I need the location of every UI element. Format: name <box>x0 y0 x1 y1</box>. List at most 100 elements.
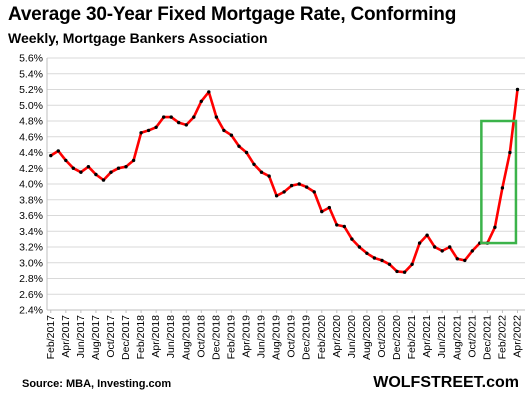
data-point <box>124 165 128 169</box>
x-tick-label: Feb/2019 <box>225 315 237 360</box>
data-point <box>184 123 188 127</box>
data-point <box>440 249 444 253</box>
y-tick-label: 4.4% <box>19 147 43 159</box>
chart-subtitle: Weekly, Mortgage Bankers Association <box>8 30 268 46</box>
data-point <box>402 270 407 274</box>
x-tick-label: Jun/2019 <box>256 315 268 358</box>
data-point <box>131 158 136 163</box>
data-point <box>244 150 249 155</box>
data-point <box>252 162 256 166</box>
data-point <box>274 194 279 198</box>
x-tick-label: Apr/2019 <box>240 315 252 358</box>
x-tick-label: Jun/2021 <box>436 315 448 358</box>
data-point <box>425 233 429 237</box>
data-point <box>312 190 316 194</box>
y-tick-label: 5.2% <box>19 84 43 96</box>
y-tick-label: 3.2% <box>19 242 43 254</box>
y-tick-label: 2.6% <box>19 289 43 301</box>
x-tick-label: Dec/2017 <box>120 315 132 360</box>
data-point <box>154 125 158 129</box>
data-point <box>433 245 437 249</box>
x-tick-label: Apr/2021 <box>421 315 433 358</box>
data-point <box>222 128 226 133</box>
y-tick-label: 5.6% <box>19 53 43 65</box>
data-point <box>350 237 354 241</box>
data-point <box>177 120 181 125</box>
data-point <box>139 131 143 135</box>
data-point <box>320 209 324 214</box>
chart-title: Average 30-Year Fixed Mortgage Rate, Con… <box>8 4 457 25</box>
data-point <box>64 158 68 163</box>
data-point <box>199 99 203 104</box>
x-tick-label: Oct/2020 <box>376 315 388 358</box>
x-tick-label: Oct/2021 <box>466 315 478 358</box>
data-point <box>448 245 452 249</box>
data-point <box>267 174 271 178</box>
x-tick-label: Oct/2018 <box>195 315 207 358</box>
y-tick-label: 5.0% <box>19 100 43 112</box>
x-tick-label: Feb/2018 <box>135 315 147 360</box>
x-tick-label: Apr/2020 <box>331 315 343 358</box>
data-point <box>146 128 151 133</box>
data-point <box>380 258 384 263</box>
data-point <box>297 182 301 186</box>
data-point <box>229 133 234 137</box>
x-tick-label: Jun/2018 <box>165 315 177 358</box>
data-point <box>169 115 173 119</box>
data-point <box>79 170 83 174</box>
data-point <box>289 183 294 188</box>
data-point <box>395 269 399 274</box>
data-point <box>387 262 392 266</box>
data-point <box>86 165 91 169</box>
data-point <box>500 186 505 190</box>
data-point <box>357 245 362 249</box>
y-tick-label: 4.0% <box>19 179 43 191</box>
x-tick-label: Jun/2020 <box>346 315 358 358</box>
data-point <box>455 257 459 261</box>
y-tick-label: 3.4% <box>19 226 43 238</box>
x-tick-label: Feb/2017 <box>45 315 57 360</box>
x-tick-label: Aug/2017 <box>90 315 102 360</box>
x-tick-label: Dec/2019 <box>301 315 313 360</box>
data-point <box>305 185 309 189</box>
x-tick-label: Feb/2022 <box>496 315 508 360</box>
x-tick-label: Aug/2020 <box>361 315 373 360</box>
data-point <box>372 256 377 260</box>
data-point <box>282 190 286 194</box>
x-tick-label: Feb/2020 <box>316 315 328 360</box>
y-tick-label: 4.8% <box>19 116 43 128</box>
x-tick-label: Aug/2019 <box>271 315 283 360</box>
y-tick-label: 3.0% <box>19 257 43 269</box>
data-point <box>71 166 76 170</box>
data-point <box>56 149 60 153</box>
data-point <box>192 115 196 119</box>
y-tick-label: 5.4% <box>19 68 43 80</box>
x-tick-label: Feb/2021 <box>406 315 418 360</box>
data-point <box>515 87 520 92</box>
x-tick-label: Apr/2022 <box>511 315 523 358</box>
data-point <box>49 153 53 158</box>
y-tick-label: 2.4% <box>19 305 43 317</box>
source-note: Source: MBA, Investing.com <box>22 378 172 390</box>
brand-logo: WOLFSTREET.com <box>373 374 519 391</box>
y-tick-label: 2.8% <box>19 273 43 285</box>
data-point <box>470 249 474 253</box>
x-tick-label: Oct/2019 <box>286 315 298 358</box>
data-point <box>214 115 219 119</box>
x-tick-label: Dec/2018 <box>210 315 222 360</box>
data-point <box>410 262 414 266</box>
y-tick-label: 4.2% <box>19 163 43 175</box>
data-point <box>237 144 241 148</box>
data-point <box>327 205 331 210</box>
series-line <box>50 89 519 274</box>
data-point <box>463 258 467 263</box>
y-tick-label: 4.6% <box>19 131 43 143</box>
data-point <box>365 251 369 255</box>
x-tick-label: Jun/2017 <box>75 315 87 358</box>
data-point <box>94 172 98 177</box>
x-tick-label: Apr/2017 <box>60 315 72 358</box>
data-point <box>101 178 106 182</box>
data-point <box>417 241 422 245</box>
data-point <box>207 90 211 94</box>
